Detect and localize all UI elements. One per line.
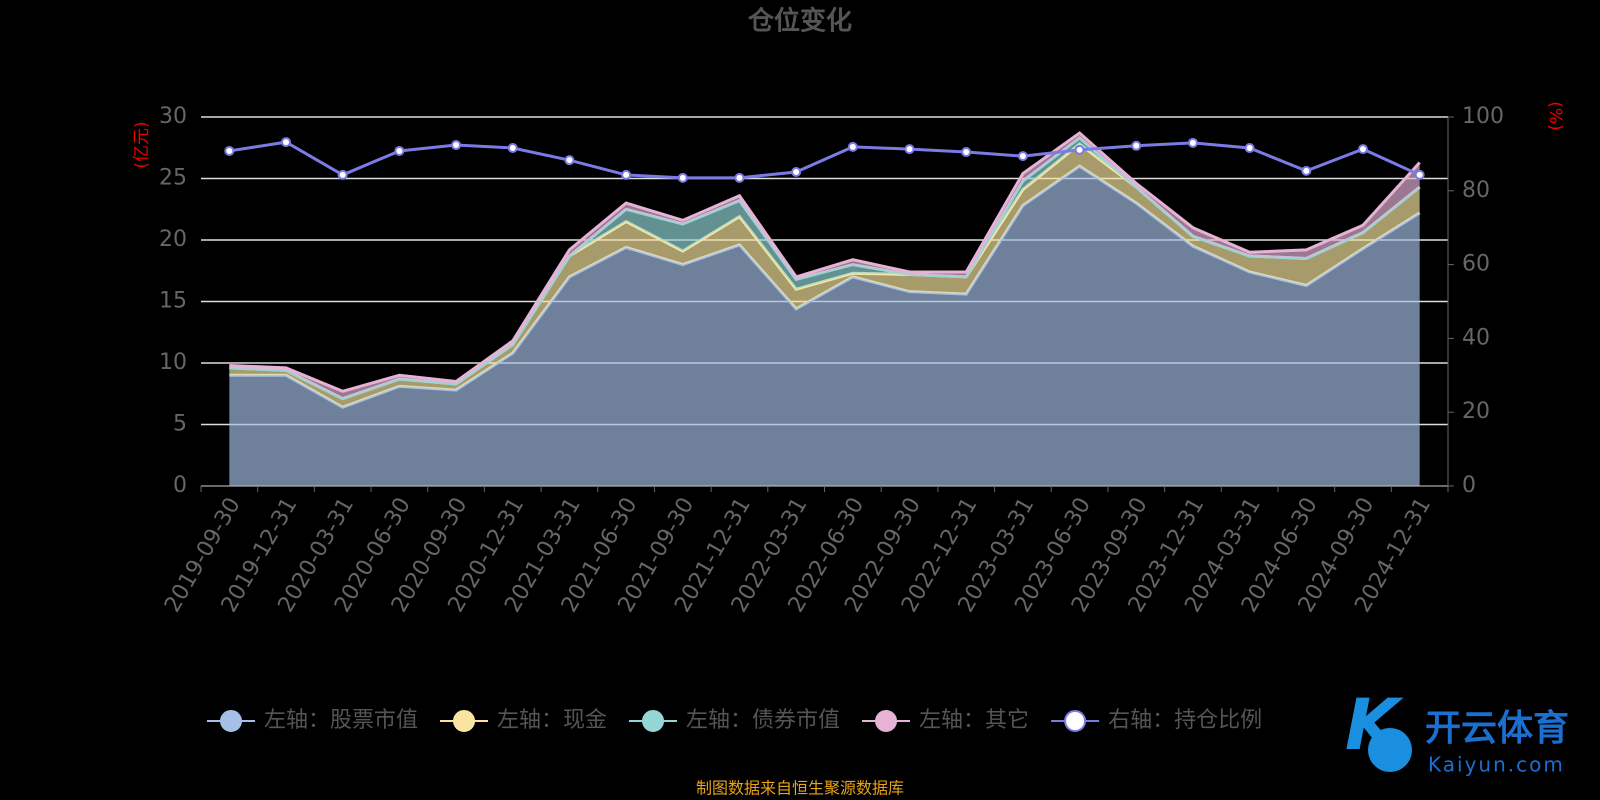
line: [229, 140, 1421, 180]
point: [1131, 140, 1142, 151]
legend-label: 左轴：其它: [919, 708, 1029, 733]
point: [904, 144, 915, 155]
legend-icon: [220, 710, 242, 732]
y2-tick-label: 20: [1462, 399, 1490, 424]
y2-tick-label: 40: [1462, 325, 1490, 350]
legend-icon: [642, 710, 665, 732]
watermark-site: Kaiyun.com: [1428, 753, 1565, 777]
y-tick-label: 10: [159, 350, 187, 375]
point: [677, 172, 688, 183]
legend-icon: [875, 710, 898, 732]
source-note: 制图数据来自恒生聚源数据库: [696, 779, 904, 798]
area-line: [229, 135, 1421, 401]
point: [1187, 137, 1198, 148]
point: [621, 169, 632, 180]
chart-title: 仓位变化: [747, 6, 852, 37]
y2-axis-label: (%): [1545, 101, 1565, 130]
legend-label: 右轴：持仓比例: [1108, 708, 1262, 733]
point: [394, 145, 405, 156]
legend-icon: [1064, 710, 1087, 732]
point: [734, 172, 745, 183]
point: [847, 141, 858, 152]
point: [1414, 169, 1425, 180]
point: [1074, 144, 1085, 155]
point: [224, 145, 235, 156]
point: [337, 169, 348, 180]
y-tick-label: 0: [173, 473, 187, 498]
point: [451, 140, 462, 151]
point: [1357, 144, 1368, 155]
y-tick-label: 15: [159, 289, 187, 314]
y-axis-label: (亿元): [132, 121, 152, 168]
y2-tick-label: 0: [1462, 473, 1476, 498]
y2-tick-label: 80: [1462, 178, 1490, 203]
point: [564, 155, 575, 166]
point: [961, 147, 972, 158]
point: [791, 166, 802, 177]
y2-tick-label: 60: [1462, 252, 1490, 277]
watermark: K 开云体育 Kaiyun.com: [1345, 684, 1569, 776]
point: [1017, 151, 1028, 162]
y-tick-label: 20: [159, 227, 187, 252]
y2-tick-label: 100: [1462, 104, 1504, 129]
point: [1244, 142, 1255, 153]
point: [281, 137, 292, 148]
y-tick-label: 25: [159, 166, 187, 191]
logo-k: K: [1345, 684, 1404, 766]
area-line: [229, 131, 1421, 393]
y-tick-label: 5: [173, 412, 187, 437]
legend-label: 左轴：债券市值: [686, 708, 840, 733]
watermark-brand: 开云体育: [1425, 708, 1569, 749]
legend-label: 左轴：现金: [497, 708, 607, 733]
point: [507, 142, 518, 153]
logo-ball: [1368, 728, 1412, 772]
legend-label: 左轴：股票市值: [264, 708, 418, 733]
legend-icon: [453, 710, 476, 732]
area-fill: [229, 166, 1420, 486]
point: [1301, 165, 1312, 176]
area-line: [229, 164, 1421, 409]
y-tick-label: 30: [159, 104, 187, 129]
